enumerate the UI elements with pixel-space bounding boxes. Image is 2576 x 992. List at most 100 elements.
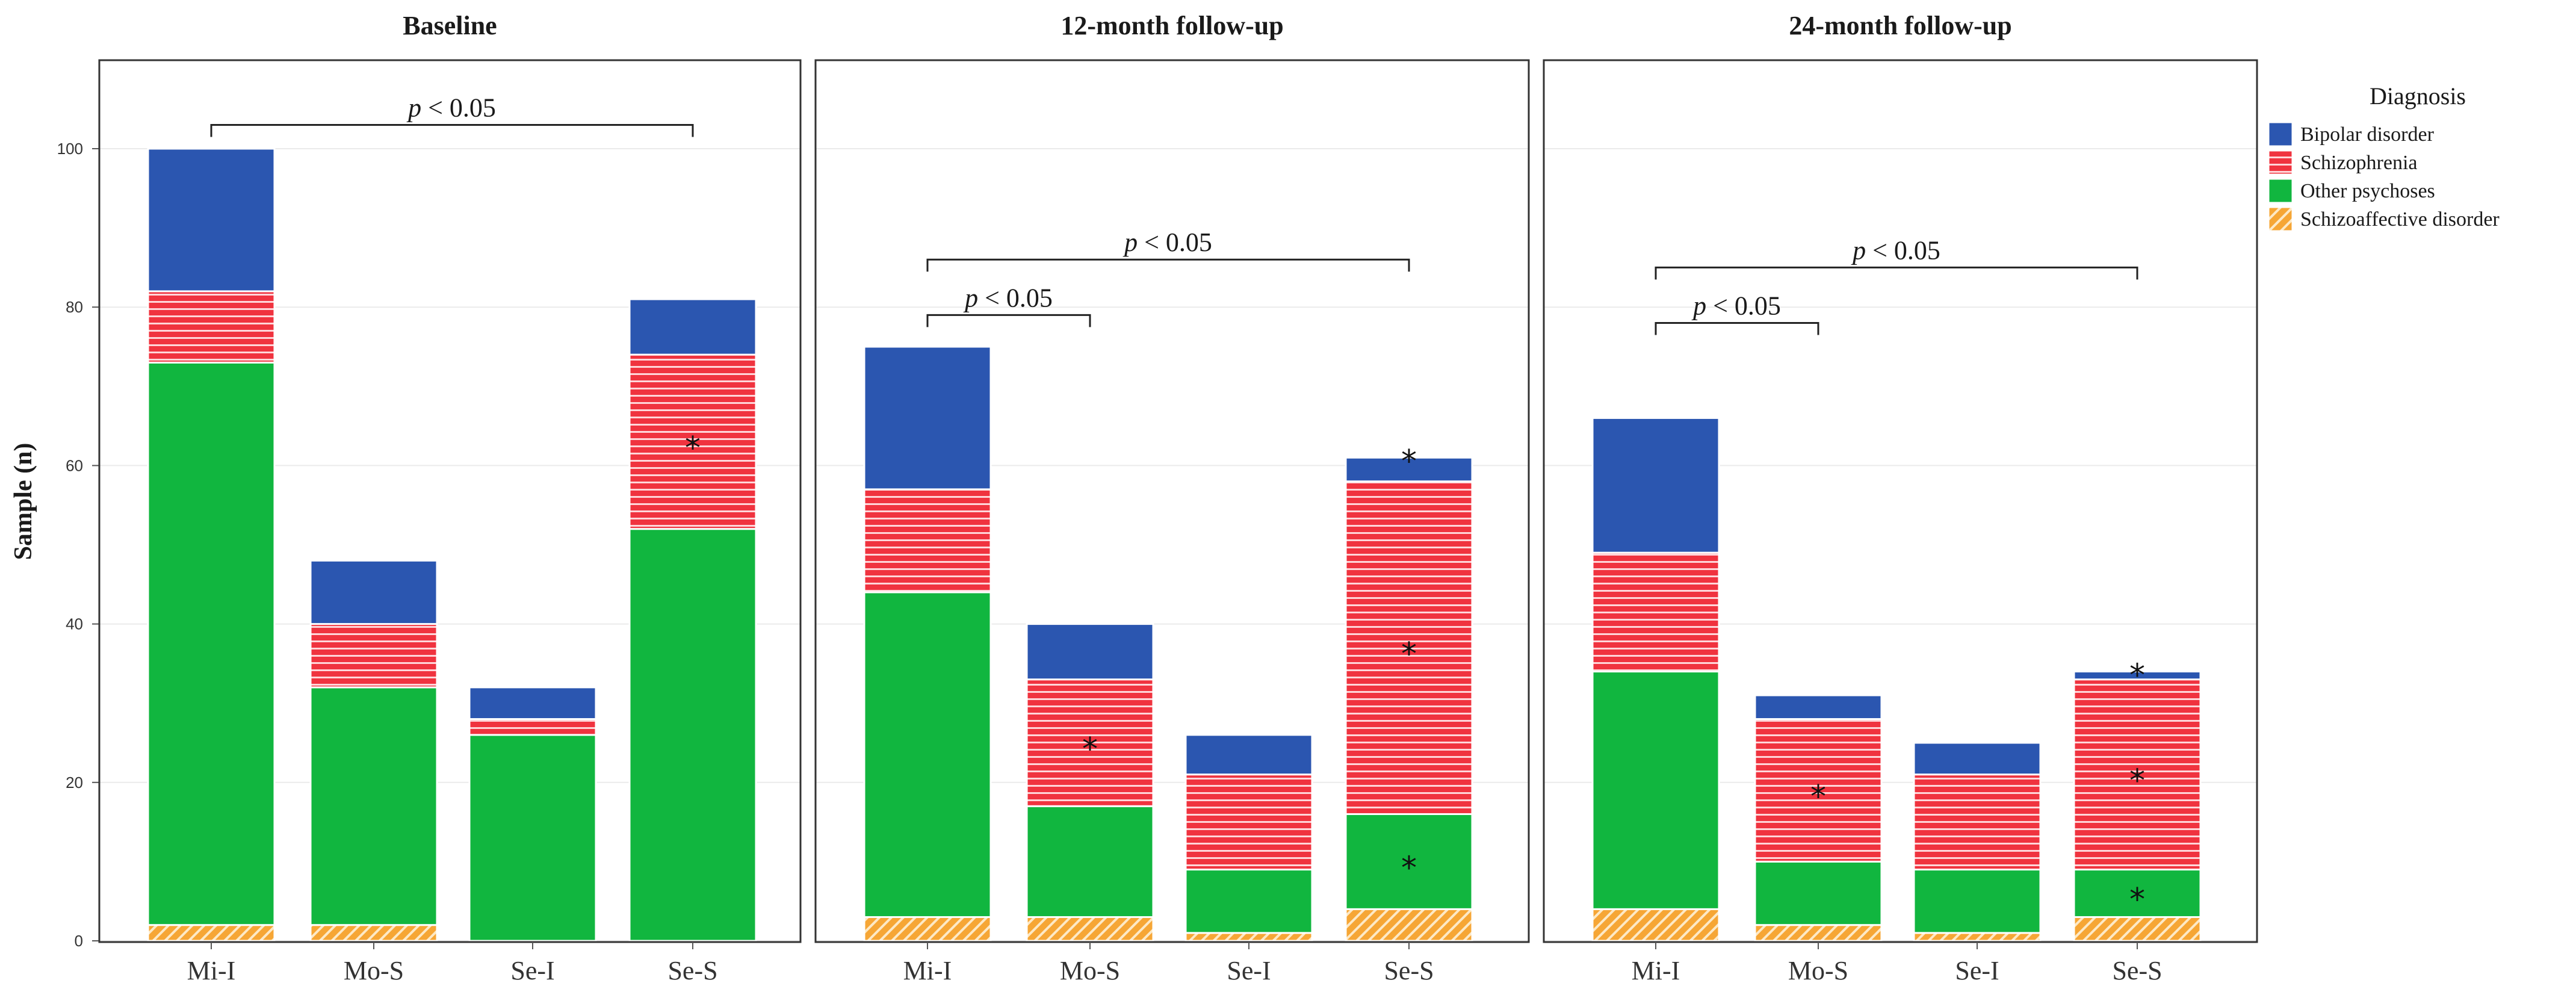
significance-bracket (926, 258, 1410, 272)
bar-schizophrenia-mo-s (309, 623, 438, 689)
bar-bipolar-disorder-mi-i (147, 147, 276, 293)
panel-title: 12-month follow-up (1060, 11, 1283, 40)
bar-other-psychoses-mo-s (309, 686, 438, 926)
y-tick-label: 40 (66, 615, 83, 633)
bar-schizophrenia-se-i (468, 718, 597, 736)
y-tick-label: 60 (66, 456, 83, 474)
significance-label: p < 0.05 (1122, 228, 1212, 257)
x-tick-label: Se-S (2112, 956, 2162, 985)
p-threshold: < 0.05 (1706, 291, 1781, 321)
bar-other-psychoses-mi-i (863, 591, 992, 919)
x-tick-label: Mi-I (1632, 956, 1680, 985)
x-tick-label: Se-S (1384, 956, 1434, 985)
bar-schizoaffective-disorder-se-s (1345, 908, 1473, 942)
bar-schizophrenia-se-i (1913, 773, 2042, 871)
p-threshold: < 0.05 (1138, 228, 1212, 257)
y-axis-label: Sample (n) (10, 443, 37, 560)
significance-star: * (2129, 763, 2145, 799)
significance-bracket (1655, 322, 1819, 335)
panel-frame (1543, 59, 2258, 943)
bar-other-psychoses-se-i (1184, 869, 1313, 934)
bar-bipolar-disorder-mi-i (1591, 417, 1720, 554)
bar-bipolar-disorder-mo-s (1754, 694, 1883, 721)
x-tick-label: Se-I (1227, 956, 1271, 985)
y-tick-label: 100 (57, 140, 83, 158)
bar-schizoaffective-disorder-se-s (2073, 916, 2202, 942)
panel-baseline: * p < 0.05 Baseline Mi-I Mo-S Se-I Se-S (98, 11, 802, 985)
legend-swatch-schizophrenia (2268, 150, 2293, 175)
bar-bipolar-disorder-se-s (2073, 671, 2202, 681)
p-symbol: p (1851, 235, 1866, 265)
p-threshold: < 0.05 (978, 283, 1053, 312)
legend: Diagnosis Bipolar disorder Schizophrenia Ot… (2268, 82, 2500, 231)
significance-label: p < 0.05 (1851, 235, 1940, 265)
bar-schizoaffective-disorder-se-i (1913, 932, 2042, 942)
p-threshold: < 0.05 (1866, 235, 1940, 265)
bar-bipolar-disorder-se-i (1913, 742, 2042, 776)
y-tick-label: 0 (75, 932, 83, 950)
bar-schizophrenia-se-s (1345, 480, 1473, 815)
significance-star: * (685, 430, 701, 467)
bar-schizoaffective-disorder-mi-i (147, 924, 276, 942)
bar-schizophrenia-se-i (1184, 773, 1313, 871)
bar-schizoaffective-disorder-mo-s (309, 924, 438, 942)
significance-label: p < 0.05 (406, 93, 496, 123)
x-tick-label: Mi-I (903, 956, 952, 985)
p-symbol: p (1122, 228, 1138, 257)
x-tick-label: Mi-I (187, 956, 236, 985)
legend-label-schizoaffective-disorder: Schizoaffective disorder (2300, 208, 2500, 231)
bar-schizophrenia-mo-s (1026, 678, 1154, 807)
legend-swatch-schizoaffective-disorder (2268, 207, 2293, 231)
bar-other-psychoses-se-i (468, 734, 597, 942)
significance-bracket (926, 314, 1091, 327)
bar-bipolar-disorder-mi-i (863, 346, 992, 491)
significance-star: * (2129, 658, 2145, 694)
significance-bracket (210, 124, 694, 137)
significance-star: * (1082, 731, 1098, 767)
bar-other-psychoses-se-s (628, 528, 757, 942)
bar-schizophrenia-se-s (2073, 678, 2202, 871)
bar-schizoaffective-disorder-mo-s (1026, 916, 1154, 942)
bar-other-psychoses-mi-i (147, 361, 276, 926)
bar-bipolar-disorder-se-s (1345, 456, 1473, 483)
bar-schizoaffective-disorder-mi-i (1591, 908, 1720, 942)
bar-schizoaffective-disorder-mo-s (1754, 924, 1883, 942)
x-tick-label: Mo-S (1060, 956, 1120, 985)
bar-other-psychoses-mi-i (1591, 671, 1720, 910)
y-tick-label: 80 (66, 298, 83, 316)
bar-schizophrenia-mi-i (863, 488, 992, 594)
bar-bipolar-disorder-se-i (468, 686, 597, 721)
significance-star: * (1810, 779, 1826, 815)
panel-frame (814, 59, 1530, 943)
legend-label-schizophrenia: Schizophrenia (2300, 152, 2418, 174)
panel-title: Baseline (403, 11, 497, 40)
legend-label-other-psychoses: Other psychoses (2300, 180, 2435, 202)
panel-frame (98, 59, 802, 943)
significance-star: * (1401, 636, 1417, 672)
x-tick-label: Se-S (667, 956, 717, 985)
bar-other-psychoses-se-s (1345, 813, 1473, 910)
p-symbol: p (963, 283, 978, 312)
p-symbol: p (406, 93, 421, 123)
significance-label: p < 0.05 (1691, 291, 1781, 321)
y-tick-label: 20 (66, 773, 83, 792)
legend-swatch-bipolar-disorder (2268, 122, 2293, 146)
panel-title: 24-month follow-up (1789, 11, 2011, 40)
bar-bipolar-disorder-se-s (628, 298, 757, 356)
p-symbol: p (1691, 291, 1706, 321)
significance-star: * (1401, 444, 1417, 480)
p-threshold: < 0.05 (421, 93, 496, 123)
significance-star: * (1401, 850, 1417, 886)
bar-bipolar-disorder-se-i (1184, 734, 1313, 776)
x-tick-label: Mo-S (344, 956, 404, 985)
bar-schizoaffective-disorder-se-i (1184, 932, 1313, 942)
significance-star: * (2129, 882, 2145, 918)
legend-title: Diagnosis (2370, 82, 2466, 110)
bar-other-psychoses-mo-s (1026, 805, 1154, 919)
legend-swatch-other-psychoses (2268, 179, 2293, 203)
bar-schizophrenia-se-s (628, 353, 757, 530)
bar-other-psychoses-se-i (1913, 869, 2042, 934)
